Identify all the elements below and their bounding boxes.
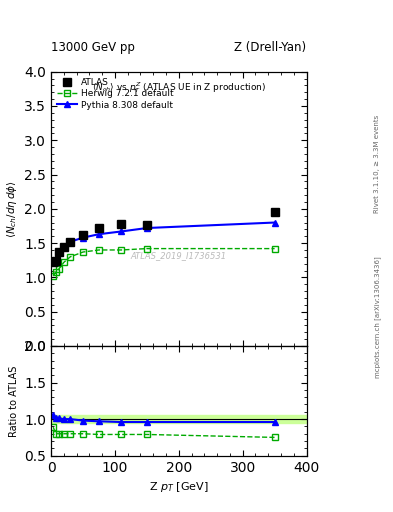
- Herwig 7.2.1 default: [57, 266, 61, 272]
- Text: mcplots.cern.ch [arXiv:1306.3436]: mcplots.cern.ch [arXiv:1306.3436]: [374, 257, 381, 378]
- Bar: [51, 415, 307, 423]
- ATLAS: [272, 209, 277, 216]
- ATLAS: [68, 239, 73, 245]
- Text: 13000 GeV pp: 13000 GeV pp: [51, 41, 135, 54]
- Herwig 7.2.1 default: [62, 259, 66, 265]
- Herwig 7.2.1 default: [53, 269, 58, 275]
- Herwig 7.2.1 default: [145, 246, 149, 252]
- Pythia 8.308 default: [68, 239, 73, 245]
- Herwig 7.2.1 default: [272, 246, 277, 252]
- ATLAS: [53, 258, 58, 264]
- Y-axis label: Ratio to ATLAS: Ratio to ATLAS: [9, 365, 19, 437]
- Text: ATLAS_2019_I1736531: ATLAS_2019_I1736531: [131, 251, 227, 260]
- Pythia 8.308 default: [62, 243, 66, 249]
- Line: ATLAS: ATLAS: [50, 208, 278, 266]
- ATLAS: [119, 221, 124, 227]
- ATLAS: [81, 232, 85, 238]
- ATLAS: [145, 222, 149, 228]
- Herwig 7.2.1 default: [81, 249, 85, 255]
- Text: Rivet 3.1.10, ≥ 3.3M events: Rivet 3.1.10, ≥ 3.3M events: [374, 115, 380, 213]
- Pythia 8.308 default: [51, 259, 56, 265]
- Legend: ATLAS, Herwig 7.2.1 default, Pythia 8.308 default: ATLAS, Herwig 7.2.1 default, Pythia 8.30…: [55, 76, 175, 111]
- ATLAS: [62, 244, 66, 250]
- Pythia 8.308 default: [57, 248, 61, 254]
- Line: Herwig 7.2.1 default: Herwig 7.2.1 default: [50, 245, 278, 280]
- Herwig 7.2.1 default: [68, 254, 73, 260]
- Y-axis label: $\langle N_{ch}/d\eta\, d\phi\rangle$: $\langle N_{ch}/d\eta\, d\phi\rangle$: [5, 180, 19, 238]
- Line: Pythia 8.308 default: Pythia 8.308 default: [50, 219, 278, 266]
- ATLAS: [57, 249, 61, 255]
- Pythia 8.308 default: [97, 231, 101, 237]
- Herwig 7.2.1 default: [119, 247, 124, 253]
- Pythia 8.308 default: [145, 225, 149, 231]
- ATLAS: [97, 225, 101, 231]
- Text: Z (Drell-Yan): Z (Drell-Yan): [234, 41, 307, 54]
- Herwig 7.2.1 default: [97, 247, 101, 253]
- Pythia 8.308 default: [119, 228, 124, 234]
- Pythia 8.308 default: [81, 234, 85, 241]
- Pythia 8.308 default: [272, 220, 277, 226]
- Herwig 7.2.1 default: [51, 273, 56, 279]
- Pythia 8.308 default: [53, 255, 58, 261]
- X-axis label: Z $p_T$ [GeV]: Z $p_T$ [GeV]: [149, 480, 209, 494]
- ATLAS: [51, 259, 56, 265]
- Text: $\langle N_{ch}\rangle$ vs $p_T^Z$ (ATLAS UE in Z production): $\langle N_{ch}\rangle$ vs $p_T^Z$ (ATLA…: [92, 80, 266, 95]
